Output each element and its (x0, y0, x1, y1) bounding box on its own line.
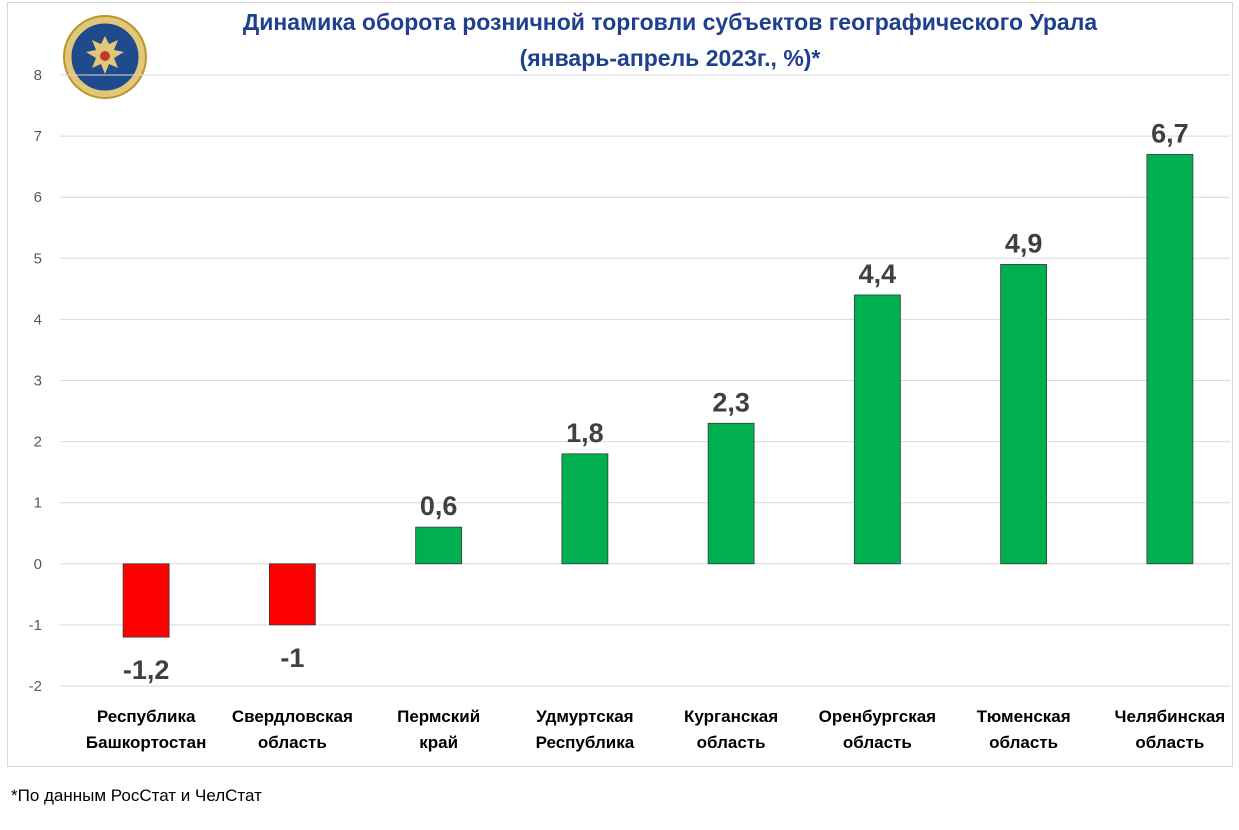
y-tick-label: -2 (29, 678, 42, 695)
x-tick-label: область (843, 733, 912, 752)
y-tick-label: 7 (34, 128, 42, 145)
y-tick-label: 1 (34, 495, 42, 512)
x-tick-label: область (258, 733, 327, 752)
data-label: -1,2 (123, 655, 170, 685)
x-tick-label: область (1135, 733, 1204, 752)
data-label: -1 (280, 643, 304, 673)
y-tick-label: 6 (34, 189, 42, 206)
eagle-emblem-icon (63, 15, 147, 99)
bar (268, 563, 316, 626)
x-tick-label: Пермский (397, 707, 480, 726)
bar (415, 526, 463, 565)
chart-subtitle: (январь-апрель 2023г., %)* (519, 45, 821, 71)
x-tick-label: Свердловская (232, 707, 353, 726)
data-label: 4,9 (1005, 228, 1043, 258)
data-label: 0,6 (420, 491, 458, 521)
y-tick-label: 0 (34, 556, 42, 573)
y-tick-label: -1 (29, 617, 42, 634)
x-tick-label: Башкортостан (86, 733, 206, 752)
y-tick-label: 3 (34, 373, 42, 390)
x-tick-label: Республика (536, 733, 635, 752)
bar (707, 422, 755, 565)
x-tick-label: Тюменская (977, 707, 1071, 726)
y-tick-label: 5 (34, 250, 42, 267)
chart-title: Динамика оборота розничной торговли субъ… (242, 9, 1098, 35)
bar (1000, 264, 1048, 565)
y-tick-label: 4 (34, 311, 42, 328)
bar (122, 563, 170, 638)
data-label: 2,3 (712, 387, 750, 417)
x-tick-label: край (419, 733, 458, 752)
x-tick-label: область (989, 733, 1058, 752)
bar-chart: -2 -1 0 1 2 3 4 5 6 7 8 -1,2 Республика Башкортостан -… (29, 67, 1230, 752)
data-label: 6,7 (1151, 118, 1189, 148)
x-tick-label: Оренбургская (819, 707, 936, 726)
x-tick-label: область (697, 733, 766, 752)
x-tick-label: Удмуртская (536, 707, 633, 726)
x-tick-label: Челябинская (1115, 707, 1226, 726)
x-tick-label: Курганская (684, 707, 778, 726)
bar (1146, 154, 1194, 565)
x-tick-label: Республика (97, 707, 196, 726)
bar (561, 453, 609, 565)
y-tick-label: 8 (34, 67, 42, 84)
data-label: 4,4 (859, 259, 897, 289)
y-tick-label: 2 (34, 434, 42, 451)
footnote: *По данным РосСтат и ЧелСтат (11, 786, 262, 805)
data-label: 1,8 (566, 418, 604, 448)
bar (853, 294, 901, 565)
